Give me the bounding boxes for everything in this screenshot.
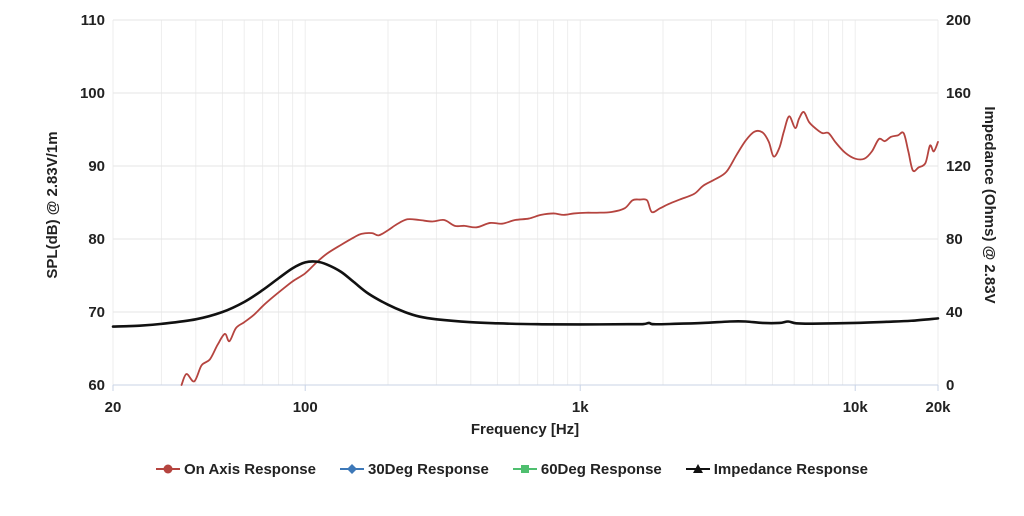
legend-label: 60Deg Response [540,460,662,478]
chart-legend: On Axis Response 30Deg Response 60Deg Re… [0,458,1024,480]
legend-item-on-axis[interactable]: On Axis Response [156,461,316,478]
plot-area [113,20,938,385]
x-axis-ticks: 20 100 1k 10k 20k [105,385,951,416]
y2-tick-label: 160 [946,85,971,102]
y2-axis-title: Impedance (Ohms) @ 2.83V [981,106,998,303]
legend-label: On Axis Response [184,460,316,478]
y2-axis-ticks: 0 40 80 120 160 200 [946,12,971,394]
legend-item-60deg[interactable]: 60Deg Response [512,460,662,478]
y-tick-label: 80 [88,231,105,248]
y-tick-label: 60 [88,377,105,394]
series-line-impedance-response [111,260,940,328]
y2-tick-label: 120 [946,158,971,175]
legend-label: 30Deg Response [367,460,489,478]
y2-tick-label: 40 [946,304,963,321]
legend-triangle-icon [685,464,710,473]
legend-item-30deg[interactable]: 30Deg Response [339,460,489,478]
legend-square-icon [512,465,537,473]
legend-item-impedance[interactable]: Impedance Response [685,460,868,478]
series-line-on-axis-response [180,111,939,386]
x-tick-label: 10k [843,399,869,416]
y2-tick-label: 80 [946,231,963,248]
y-tick-label: 90 [88,158,105,175]
y-tick-label: 70 [88,304,105,321]
x-tick-label: 20k [925,399,951,416]
x-tick-label: 1k [572,399,589,416]
y-tick-label: 100 [80,85,105,102]
y2-tick-label: 200 [946,12,971,29]
series-lines [111,111,940,386]
x-tick-label: 20 [105,399,122,416]
legend-diamond-icon [339,464,364,474]
y-tick-label: 110 [81,12,105,29]
legend-label: Impedance Response [713,460,868,478]
x-axis-title: Frequency [Hz] [471,421,579,438]
legend-circle-icon [156,464,180,474]
x-tick-label: 100 [293,399,318,416]
y-axis-title: SPL(dB) @ 2.83V/1m [44,131,61,278]
y-axis-ticks: 60 70 80 90 100 110 [80,12,105,394]
y2-tick-label: 0 [946,377,954,394]
